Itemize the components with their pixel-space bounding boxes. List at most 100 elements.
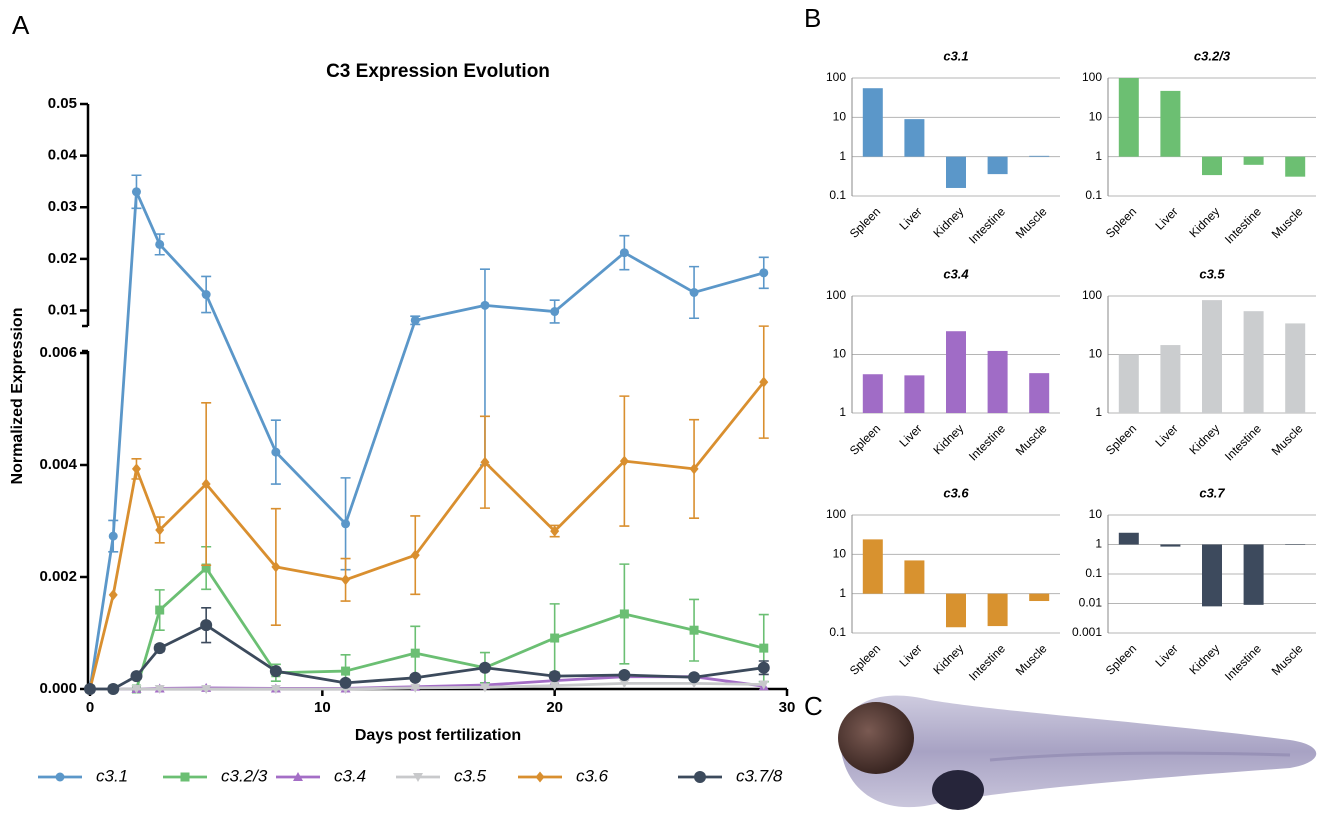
bar	[1029, 155, 1050, 157]
x-tick-label: Intestine	[966, 641, 1008, 683]
marker	[619, 679, 630, 689]
y-tick-label: 0.03	[48, 198, 77, 215]
marker	[413, 773, 423, 782]
marker	[478, 661, 491, 674]
bar	[1118, 532, 1139, 545]
marker	[479, 683, 490, 693]
y-tick-label: 100	[1082, 70, 1102, 84]
x-tick-label: Muscle	[1269, 204, 1306, 241]
marker	[107, 683, 120, 695]
y-tick-label: 1	[1095, 537, 1102, 551]
marker	[55, 772, 65, 782]
chart-title: c3.6	[943, 485, 969, 500]
marker	[550, 633, 560, 643]
marker	[131, 187, 141, 197]
marker	[155, 239, 165, 249]
x-tick-label: Intestine	[966, 204, 1008, 246]
bar	[1285, 323, 1306, 413]
marker	[201, 685, 212, 694]
x-tick-label: Kidney	[931, 204, 967, 240]
marker	[341, 574, 351, 586]
x-tick-label: 20	[546, 699, 563, 716]
chart-title: c3.5	[1199, 266, 1225, 281]
marker	[619, 609, 629, 619]
x-tick-label: Muscle	[1269, 421, 1306, 458]
y-tick-label: 0.000	[39, 680, 77, 697]
marker	[201, 290, 211, 300]
marker	[155, 605, 165, 615]
y-tick-label: 1	[1095, 149, 1102, 163]
marker	[409, 671, 422, 684]
marker	[480, 300, 490, 310]
y-tick-label: 1	[839, 149, 846, 163]
x-tick-label: Spleen	[1103, 204, 1139, 240]
marker	[131, 463, 141, 475]
marker	[689, 287, 699, 297]
bar	[862, 88, 883, 157]
y-tick-label: 0.04	[48, 147, 78, 164]
x-tick-label: Kidney	[931, 641, 967, 677]
marker	[131, 685, 142, 694]
marker	[341, 519, 351, 529]
y-tick-label: 0.002	[39, 568, 77, 585]
y-tick-label: 0.1	[1085, 188, 1102, 202]
marker	[759, 268, 769, 278]
marker	[549, 681, 560, 691]
x-tick-label: Muscle	[1013, 421, 1050, 458]
marker	[153, 642, 166, 655]
legend-label: c3.7/8	[736, 766, 783, 785]
marker	[200, 619, 213, 632]
marker	[410, 648, 420, 658]
x-tick-label: Spleen	[847, 641, 883, 677]
y-tick-label: 1	[839, 586, 846, 600]
marker	[759, 643, 769, 653]
marker	[618, 669, 631, 681]
y-tick-label: 1	[839, 405, 846, 419]
bar	[1285, 544, 1306, 545]
y-tick-label: 1	[1095, 405, 1102, 419]
y-tick-label: 100	[826, 70, 846, 84]
bar	[862, 539, 883, 594]
marker	[180, 772, 190, 782]
marker	[689, 463, 699, 475]
bar	[1160, 345, 1181, 413]
bar	[1160, 544, 1181, 547]
marker	[271, 447, 281, 457]
series-line	[88, 381, 765, 690]
y-tick-label: 0.01	[1079, 596, 1103, 610]
y-tick-label: 0.004	[39, 456, 77, 473]
bar	[904, 119, 925, 157]
x-tick-label: 0	[86, 699, 94, 716]
marker	[293, 772, 303, 781]
x-tick-label: Kidney	[931, 421, 967, 457]
y-tick-label: 0.001	[1072, 625, 1102, 639]
x-tick-label: Spleen	[847, 421, 883, 457]
bar	[987, 156, 1008, 175]
marker	[689, 625, 699, 635]
larva-photo	[838, 695, 1317, 810]
y-axis-label: Normalized Expression	[9, 308, 26, 485]
bar	[1202, 156, 1222, 176]
chart-title: c3.4	[943, 266, 969, 281]
bar	[1029, 593, 1050, 602]
bar	[904, 375, 925, 413]
y-tick-label: 100	[826, 288, 846, 302]
bar	[1243, 311, 1264, 413]
x-tick-label: Kidney	[1187, 641, 1223, 677]
bar	[946, 331, 966, 413]
marker	[130, 670, 143, 683]
bar	[946, 593, 966, 628]
x-tick-label: Kidney	[1187, 204, 1223, 240]
bar	[904, 560, 925, 594]
bar	[987, 350, 1008, 413]
marker	[619, 248, 629, 258]
chart-title: c3.1	[943, 48, 968, 63]
bar	[946, 156, 966, 188]
x-tick-label: Muscle	[1013, 204, 1050, 241]
x-tick-label: Liver	[896, 421, 924, 449]
y-tick-label: 0.006	[39, 344, 77, 361]
legend-label: c3.6	[576, 766, 609, 785]
legend-label: c3.1	[96, 766, 128, 785]
chart-title: c3.7	[1199, 485, 1225, 500]
